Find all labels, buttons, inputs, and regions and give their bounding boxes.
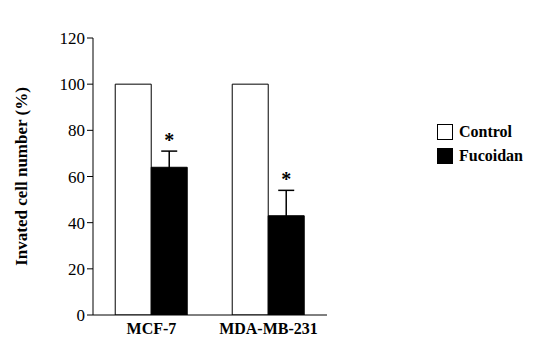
html-text:Fucoidan: Fucoidan — [459, 147, 523, 164]
svg-text:40: 40 — [68, 214, 85, 233]
svg-text:60: 60 — [68, 168, 85, 187]
svg-text:*: * — [164, 129, 174, 151]
svg-text:80: 80 — [68, 121, 85, 140]
svg-text:0: 0 — [77, 306, 86, 325]
svg-text:20: 20 — [68, 260, 85, 279]
svg-text:100: 100 — [60, 75, 86, 94]
svg-text:Invated cell number (%): Invated cell number (%) — [12, 87, 31, 266]
svg-text:MCF-7: MCF-7 — [127, 320, 177, 337]
svg-text:*: * — [281, 168, 291, 190]
svg-text:MDA-MB-231: MDA-MB-231 — [219, 320, 318, 337]
html-text:Control: Control — [459, 123, 512, 140]
svg-text:120: 120 — [60, 29, 86, 48]
